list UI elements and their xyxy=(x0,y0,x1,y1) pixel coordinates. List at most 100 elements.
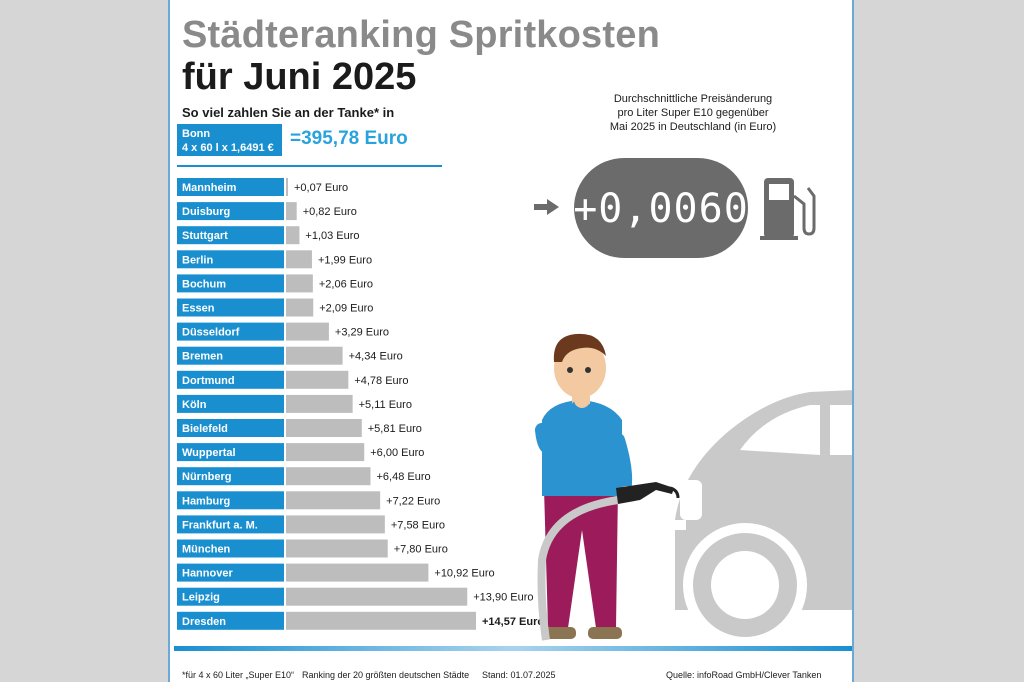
value-bar xyxy=(286,443,365,462)
city-name: Essen xyxy=(182,303,215,315)
value-label: +10,92 Euro xyxy=(434,568,494,580)
value-label: +6,48 Euro xyxy=(377,471,431,483)
value-bar xyxy=(286,467,371,486)
city-name: Bremen xyxy=(182,351,223,363)
price-display: +0,0060 xyxy=(573,158,749,258)
city-name: Düsseldorf xyxy=(182,327,240,339)
city-name: Köln xyxy=(182,399,207,411)
city-name: Bielefeld xyxy=(182,423,228,435)
note-line-3: Mai 2025 in Deutschland (in Euro) xyxy=(609,121,777,133)
city-name: Duisburg xyxy=(182,206,230,218)
city-name: Frankfurt a. M. xyxy=(182,519,258,531)
value-label: +4,78 Euro xyxy=(354,375,408,387)
city-label-box xyxy=(177,443,284,462)
value-bar xyxy=(286,226,300,245)
fuel-pump-icon xyxy=(760,178,816,240)
value-bar xyxy=(286,394,353,413)
title-line-2: für Juni 2025 xyxy=(182,56,417,98)
value-label: +1,03 Euro xyxy=(305,230,359,242)
price-change-note: Durchschnittliche Preisänderung pro Lite… xyxy=(588,92,798,134)
value-label: +3,29 Euro xyxy=(335,327,389,339)
city-label-box xyxy=(177,322,284,341)
value-label: +2,06 Euro xyxy=(319,278,373,290)
city-name: Berlin xyxy=(182,254,213,266)
reference-calc: 4 x 60 l x 1,6491 € xyxy=(182,142,274,154)
value-bar xyxy=(286,419,362,437)
note-line-2: pro Liter Super E10 gegenüber xyxy=(617,107,769,119)
value-bar xyxy=(286,491,381,510)
value-label: +7,58 Euro xyxy=(391,519,445,531)
city-label-box xyxy=(177,394,284,413)
value-bar xyxy=(286,539,388,558)
city-name: Dresden xyxy=(182,616,226,628)
city-name: München xyxy=(182,544,231,556)
car-illustration xyxy=(666,390,852,647)
value-bar xyxy=(286,250,312,269)
city-name: Stuttgart xyxy=(182,230,228,242)
city-label-box xyxy=(177,202,284,221)
reference-city-box: Bonn 4 x 60 l x 1,6491 € xyxy=(177,124,282,156)
value-label: +5,81 Euro xyxy=(368,423,422,435)
city-name: Dortmund xyxy=(182,375,235,387)
value-bar xyxy=(286,346,343,365)
city-name: Bochum xyxy=(182,278,226,290)
city-label-box xyxy=(177,250,284,269)
title-line-1: Städteranking Spritkosten xyxy=(182,14,660,56)
value-label: +5,11 Euro xyxy=(359,399,412,411)
source-note: Quelle: infoRoad GmbH/Clever Tanken xyxy=(666,670,822,680)
value-label: +7,80 Euro xyxy=(394,544,448,556)
value-bar xyxy=(286,515,385,534)
value-bar xyxy=(286,274,313,293)
city-name: Leipzig xyxy=(182,592,220,604)
value-label: +1,99 Euro xyxy=(318,254,372,266)
city-label-box xyxy=(177,274,284,293)
value-bar xyxy=(286,178,288,196)
city-label-box xyxy=(177,587,284,606)
reference-city-name: Bonn xyxy=(182,128,211,140)
note-line-1: Durchschnittliche Preisänderung xyxy=(613,93,773,105)
stand-date: Stand: 01.07.2025 xyxy=(482,670,556,680)
value-label: +6,00 Euro xyxy=(370,447,424,459)
infographic-frame: Städteranking Spritkosten für Juni 2025 … xyxy=(168,0,854,682)
city-ranking-chart: Mannheim +0,07 Euro Duisburg +0,82 Euro Stut… xyxy=(177,158,852,647)
city-label-box xyxy=(177,178,284,196)
reference-total: =395,78 Euro xyxy=(290,128,408,149)
price-change-value: +0,0060 xyxy=(573,186,749,232)
city-name: Nürnberg xyxy=(182,471,232,483)
bars-group: Mannheim +0,07 Euro Duisburg +0,82 Euro Stut… xyxy=(177,178,544,630)
city-label-box xyxy=(177,298,284,317)
arrow-icon xyxy=(534,199,559,215)
value-label: +4,34 Euro xyxy=(349,351,403,363)
city-name: Hamburg xyxy=(182,495,230,507)
value-bar xyxy=(286,587,468,606)
city-label-box xyxy=(177,346,284,365)
city-label-box xyxy=(177,491,284,510)
ranking-note: Ranking der 20 größten deutschen Städte xyxy=(302,670,470,680)
value-bar xyxy=(286,563,429,582)
value-bar xyxy=(286,611,476,630)
city-label-box xyxy=(177,539,284,558)
value-label: +2,09 Euro xyxy=(319,303,373,315)
city-label-box xyxy=(177,467,284,486)
value-bar xyxy=(286,322,329,341)
city-name: Mannheim xyxy=(182,182,237,194)
city-label-box xyxy=(177,563,284,582)
man-illustration xyxy=(535,333,680,641)
value-bar xyxy=(286,370,349,389)
value-label: +7,22 Euro xyxy=(386,495,440,507)
bottom-accent-bar xyxy=(174,646,852,651)
city-name: Hannover xyxy=(182,568,233,580)
city-name: Wuppertal xyxy=(182,447,236,459)
value-label: +13,90 Euro xyxy=(473,592,533,604)
value-bar xyxy=(286,202,297,221)
divider-line xyxy=(177,165,442,167)
value-label: +14,57 Euro xyxy=(482,616,544,628)
value-label: +0,82 Euro xyxy=(303,206,357,218)
city-label-box xyxy=(177,611,284,630)
city-label-box xyxy=(177,515,284,534)
city-label-box xyxy=(177,419,284,437)
value-label: +0,07 Euro xyxy=(294,182,348,194)
city-label-box xyxy=(177,370,284,389)
footnote: *für 4 x 60 Liter „Super E10“ xyxy=(182,670,295,680)
value-bar xyxy=(286,298,314,317)
